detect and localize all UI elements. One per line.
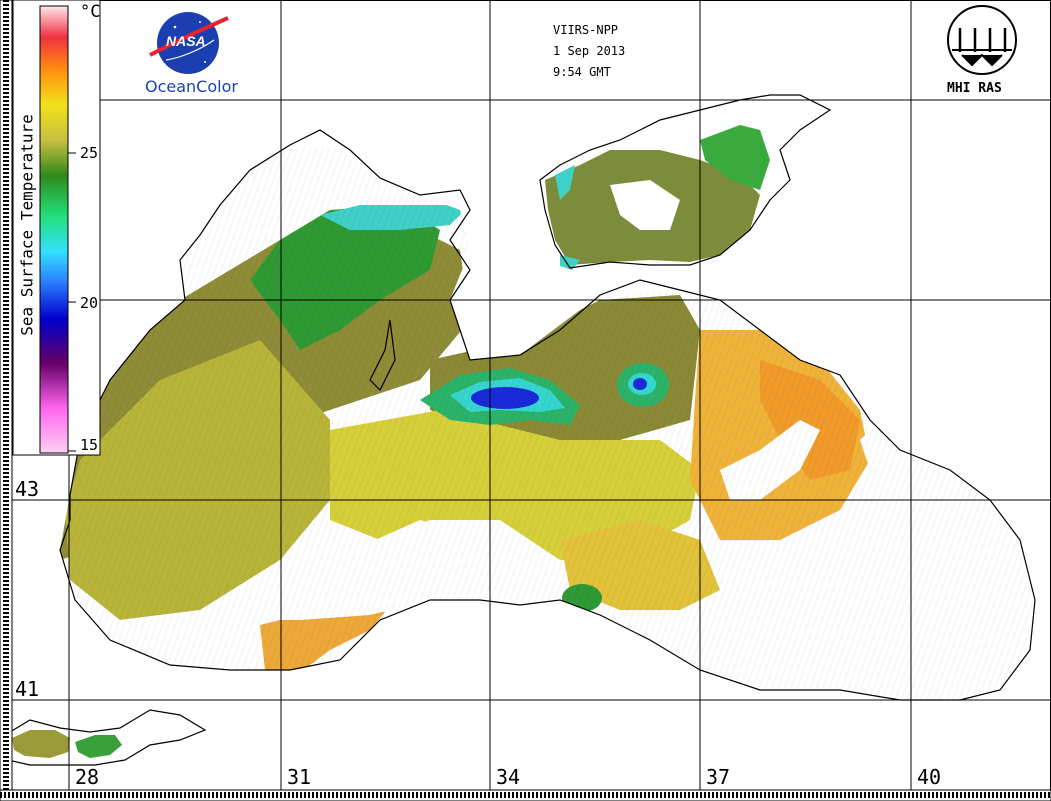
date-label: 1 Sep 2013 <box>553 44 626 58</box>
lon-label-31: 31 <box>287 765 312 789</box>
azov-field <box>545 125 770 270</box>
lat-label-43: 43 <box>15 477 40 501</box>
azov-cyan2 <box>560 255 580 270</box>
nasa-logo-text: NASA <box>166 33 206 49</box>
colorbar-tick-15: 15 <box>80 436 99 454</box>
colorbar-ticks <box>68 152 76 452</box>
colorbar-tick-20: 20 <box>80 294 99 312</box>
lat-label-41: 41 <box>15 677 40 701</box>
time-label: 9:54 GMT <box>553 65 611 79</box>
azov-cloud <box>610 180 680 230</box>
azov-cyan <box>555 165 575 200</box>
lon-label-34: 34 <box>496 765 521 789</box>
coastline <box>4 94 1036 766</box>
nasa-logo <box>149 12 229 74</box>
lon-label-40: 40 <box>917 765 942 789</box>
colorbar-title: Sea Surface Temperature <box>17 114 37 336</box>
coastline-marmara <box>4 709 207 766</box>
mhi-logo-text: MHI RAS <box>947 81 1002 96</box>
marmara-west <box>12 730 70 758</box>
colorbar-unit: °C <box>80 2 101 22</box>
lon-label-37: 37 <box>706 765 731 789</box>
oceancolor-logo-text: OceanColor <box>145 77 238 96</box>
marmara-east <box>75 735 122 758</box>
mhi-logo <box>947 5 1017 75</box>
coastline-crimea-inner <box>369 319 396 392</box>
lon-label-28: 28 <box>75 765 100 789</box>
colorbar-tick-25: 25 <box>80 144 99 162</box>
azov-green <box>700 125 770 190</box>
marmara-field <box>12 730 122 758</box>
colorbar <box>39 5 69 454</box>
sensor-label: VIIRS-NPP <box>553 23 619 37</box>
coastline-black-sea <box>59 129 1036 701</box>
coastline-azov <box>539 94 832 269</box>
